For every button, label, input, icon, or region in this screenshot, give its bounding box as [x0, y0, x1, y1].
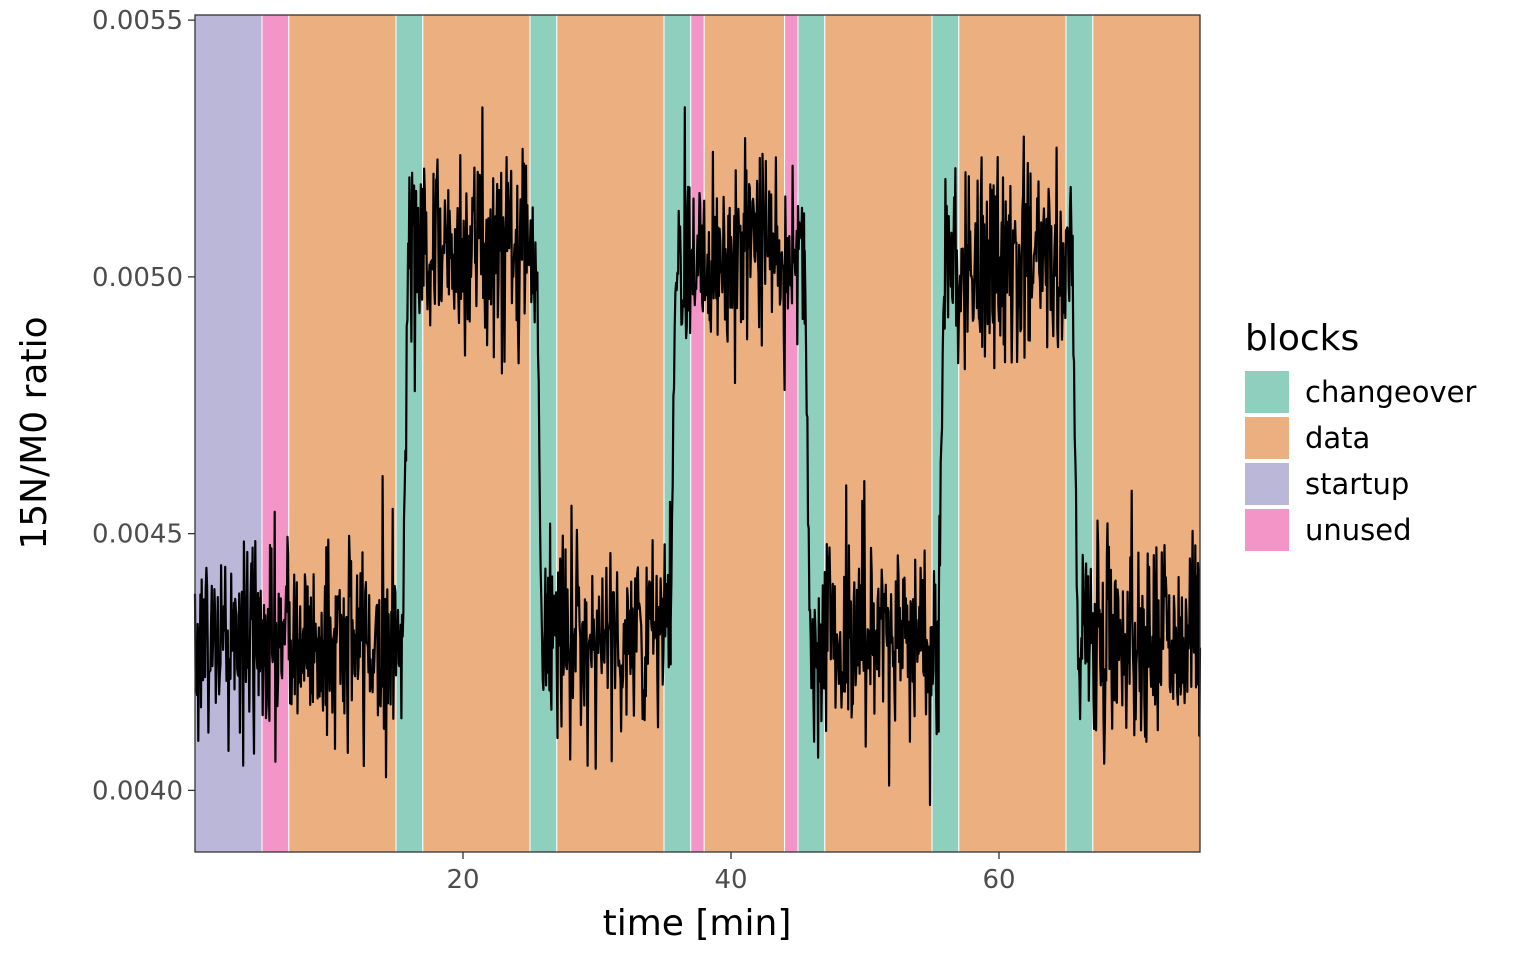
legend: blocks changeover data startup unused — [1245, 318, 1476, 551]
block-band-unused — [690, 14, 705, 853]
legend-label-startup: startup — [1305, 467, 1409, 501]
legend-key-startup — [1245, 463, 1289, 505]
block-band-changeover — [663, 14, 692, 853]
legend-key-unused — [1245, 509, 1289, 551]
ratio-line — [193, 106, 1202, 807]
legend-key-changeover — [1245, 371, 1289, 413]
y-axis-title: 15N/M0 ratio — [14, 316, 55, 549]
legend-label-unused: unused — [1305, 513, 1412, 547]
block-bands — [194, 14, 1201, 853]
block-band-changeover — [395, 14, 424, 853]
block-band-changeover — [797, 14, 826, 853]
y-tick-label: 0.0050 — [92, 263, 183, 293]
block-band-changeover — [1065, 14, 1094, 853]
legend-entries: changeover data startup unused — [1245, 371, 1476, 551]
x-axis-title: time [min] — [603, 903, 792, 944]
block-band-data — [422, 14, 531, 853]
block-band-data — [556, 14, 665, 853]
block-band-data — [288, 14, 397, 853]
panel-border — [194, 14, 1201, 853]
legend-key-data — [1245, 417, 1289, 459]
legend-title: blocks — [1245, 318, 1359, 359]
legend-label-changeover: changeover — [1305, 375, 1476, 409]
block-band-data — [824, 14, 933, 853]
block-band-unused — [784, 14, 799, 853]
x-tick-label: 40 — [714, 865, 747, 895]
legend-label-data: data — [1305, 421, 1370, 455]
y-tick-label: 0.0040 — [92, 776, 183, 806]
x-axis: 20 40 60 — [446, 852, 1016, 895]
y-axis: 0.0040 0.0045 0.0050 0.0055 — [92, 6, 195, 806]
ratio-series — [193, 106, 1202, 807]
y-tick-label: 0.0045 — [92, 520, 183, 550]
y-tick-label: 0.0055 — [92, 6, 183, 36]
block-band-data — [958, 14, 1067, 853]
x-tick-label: 20 — [446, 865, 479, 895]
block-band-changeover — [529, 14, 558, 853]
x-tick-label: 60 — [982, 865, 1015, 895]
